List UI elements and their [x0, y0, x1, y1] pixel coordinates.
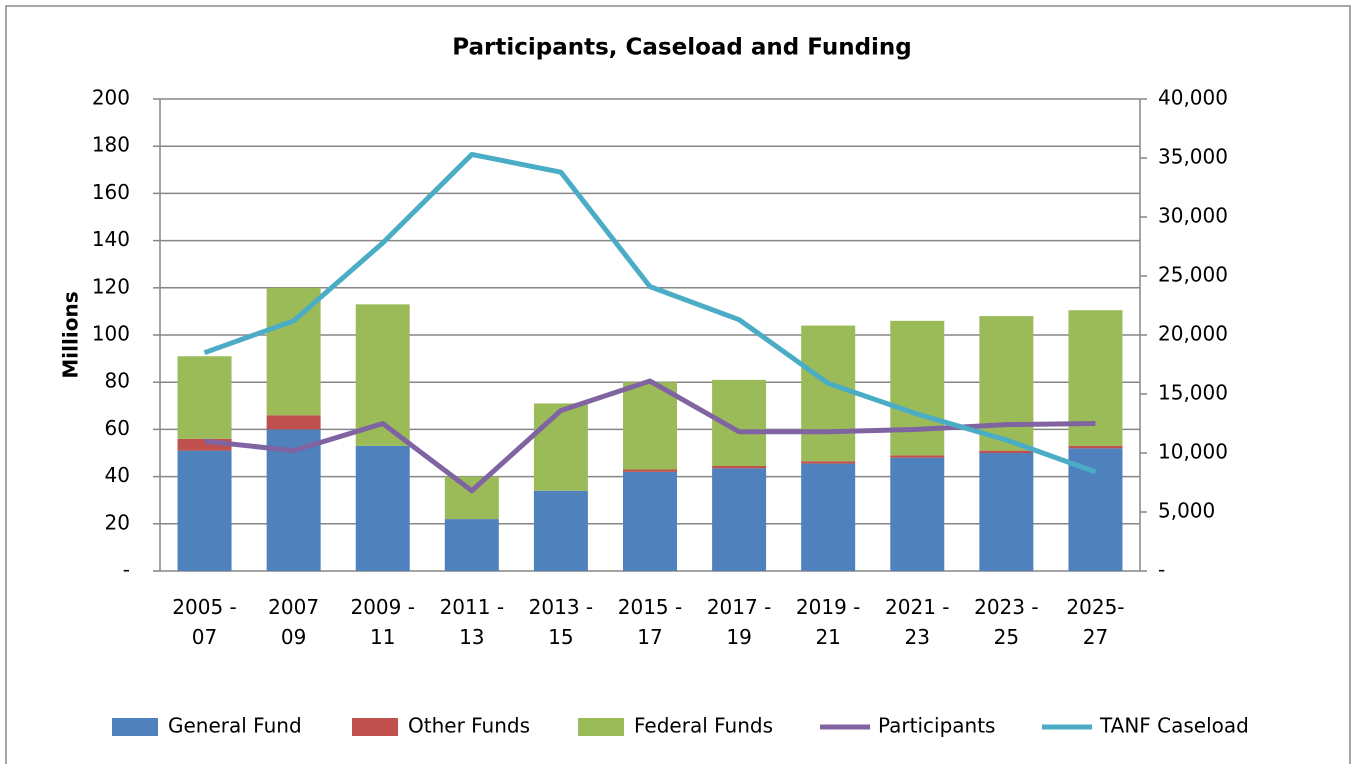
- x-tick-label: 2021 - 23: [885, 595, 950, 649]
- y-tick-label: -: [123, 558, 130, 582]
- bar-segment: [177, 438, 232, 451]
- y-tick-label: 60: [105, 416, 130, 440]
- bar-segment: [979, 316, 1034, 451]
- bar-segment: [266, 415, 321, 430]
- bar-segment: [444, 476, 499, 520]
- y2-tick-label: -: [1158, 558, 1165, 582]
- bar-segment: [623, 471, 677, 571]
- legend-swatch: [352, 718, 398, 736]
- bar-segment: [1068, 448, 1123, 571]
- y-tick-label: 120: [92, 274, 130, 298]
- y-tick-label: 80: [105, 369, 130, 393]
- line-series: [203, 151, 1097, 475]
- legend-label: TANF Caseload: [1099, 714, 1249, 738]
- bar-segment: [177, 450, 232, 571]
- legend-swatch: [112, 718, 158, 736]
- y2-tick-label: 35,000: [1158, 145, 1228, 169]
- legend-label: General Fund: [168, 714, 302, 738]
- x-tick-label: 2005 - 07: [172, 595, 237, 649]
- legend-swatch: [578, 718, 624, 736]
- bar-segment: [712, 465, 767, 469]
- x-tick-label: 2011 - 13: [439, 595, 505, 649]
- y-tick-label: 40: [105, 463, 130, 487]
- bar-segment: [979, 453, 1034, 571]
- bar-segment: [533, 403, 588, 491]
- y-tick-label: 200: [92, 86, 130, 110]
- y-tick-label: 140: [92, 227, 130, 251]
- y-tick-label: 180: [92, 133, 130, 157]
- y-tick-label: 100: [92, 322, 130, 346]
- bar-segment: [890, 320, 945, 456]
- x-tick-label: 2017 - 19: [706, 595, 772, 649]
- bar-segment: [623, 469, 677, 472]
- x-tick-label: 2015 - 17: [617, 595, 683, 649]
- y-tick-label: 160: [92, 180, 130, 204]
- y2-tick-label: 10,000: [1158, 440, 1228, 464]
- y2-tick-label: 25,000: [1158, 263, 1228, 287]
- bar-segment: [712, 468, 767, 571]
- bar-segment: [890, 455, 945, 458]
- x-tick-label: 2025- 27: [1066, 595, 1125, 649]
- legend-label: Federal Funds: [634, 714, 773, 738]
- bar-segment: [979, 450, 1034, 453]
- bar-segment: [801, 325, 856, 462]
- x-tick-label: 2023 - 25: [974, 595, 1039, 649]
- bar-segment: [801, 463, 856, 571]
- bar-segment: [355, 445, 410, 571]
- bar-segment: [623, 382, 677, 470]
- x-tick-label: 2009 - 11: [350, 595, 415, 649]
- y-tick-label: 20: [105, 510, 130, 534]
- bar-segment: [890, 457, 945, 571]
- y2-tick-label: 40,000: [1158, 86, 1228, 110]
- x-tick-label: 2019 - 21: [795, 595, 861, 649]
- x-tick-label: 2007 09: [268, 595, 320, 649]
- bar-segment: [266, 287, 321, 416]
- y2-tick-label: 30,000: [1158, 204, 1228, 228]
- bar-segment: [444, 519, 499, 571]
- legend-label: Participants: [878, 714, 995, 738]
- line-series: [204, 378, 1096, 494]
- bar-segment: [801, 461, 856, 464]
- y2-tick-label: 5,000: [1158, 499, 1215, 523]
- legend-label: Other Funds: [408, 714, 530, 738]
- y2-tick-label: 15,000: [1158, 381, 1228, 405]
- bar-segment: [177, 356, 232, 439]
- x-tick-label: 2013 - 15: [528, 595, 594, 649]
- bar-segment: [1068, 445, 1123, 449]
- bar-segment: [533, 490, 588, 571]
- y-axis-label: Millions: [59, 291, 83, 378]
- y2-tick-label: 20,000: [1158, 322, 1228, 346]
- chart-title: Participants, Caseload and Funding: [452, 35, 912, 61]
